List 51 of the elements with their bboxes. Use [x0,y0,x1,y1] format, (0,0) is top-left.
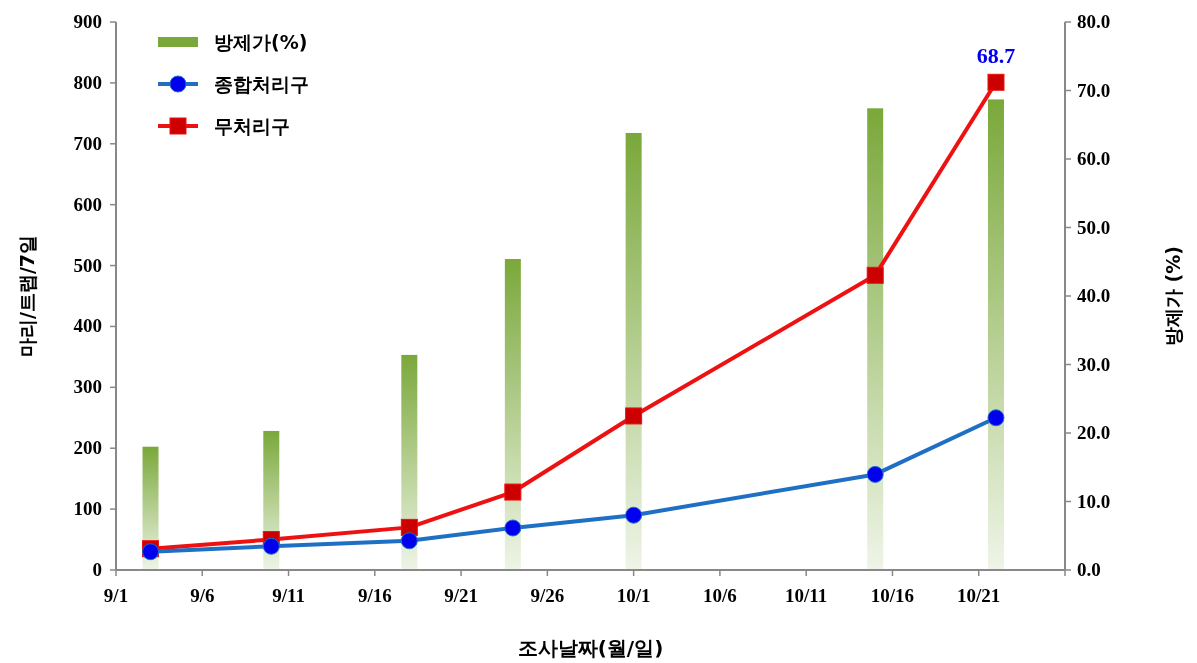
y2-axis-title: 방제가 (%) [1162,245,1184,347]
x-tick-label: 9/16 [357,585,392,606]
y-tick-label: 800 [73,71,102,93]
y-axis-title: 마리/트랩/7일 [16,234,38,358]
y-tick-label: 700 [73,132,102,154]
y2-tick-label: 80.0 [1077,11,1111,32]
y-tick-label: 0 [92,559,102,580]
x-tick-label: 10/16 [870,585,915,606]
bar [867,108,884,570]
legend-label: 방제가(%) [214,31,308,53]
y-tick-label: 900 [73,11,102,32]
legend-label: 종합처리구 [214,73,309,95]
y2-tick-label: 30.0 [1077,353,1111,375]
legend-label: 무처리구 [214,115,290,137]
y-tick-label: 500 [73,254,102,276]
y2-tick-label: 50.0 [1077,216,1111,238]
point [866,465,884,483]
x-tick-label: 9/6 [190,585,215,606]
y-tick-label: 600 [73,193,102,215]
point [504,483,522,501]
point [625,407,643,425]
x-tick-label: 9/21 [444,585,478,606]
x-axis-title: 조사날짜(월/일) [517,636,664,660]
point [400,532,418,550]
y-tick-label: 200 [73,437,102,459]
y2-tick-label: 40.0 [1077,285,1111,306]
x-tick-label: 9/11 [272,585,305,606]
point [987,73,1005,91]
point [504,519,522,537]
y-tick-label: 300 [73,376,102,398]
x-tick-label: 10/1 [616,585,651,606]
x-tick-label: 9/1 [103,585,129,606]
y-tick-label: 400 [73,315,102,337]
y2-tick-label: 60.0 [1077,148,1111,169]
data-label: 68.7 [976,43,1016,69]
x-tick-label: 10/21 [957,585,1001,606]
y-tick-label: 100 [73,498,102,520]
bar [987,99,1004,570]
y2-tick-label: 10.0 [1077,490,1111,512]
x-tick-label: 9/26 [530,585,565,606]
point [987,409,1005,427]
point [262,537,280,555]
y2-tick-label: 20.0 [1077,422,1111,443]
point [866,266,884,284]
point [625,506,643,524]
x-tick-label: 10/11 [785,585,828,606]
bar [625,132,642,570]
bar [504,259,521,570]
y2-tick-label: 0.0 [1077,559,1101,580]
y2-tick-label: 70.0 [1077,79,1111,101]
x-tick-label: 10/6 [703,585,737,606]
